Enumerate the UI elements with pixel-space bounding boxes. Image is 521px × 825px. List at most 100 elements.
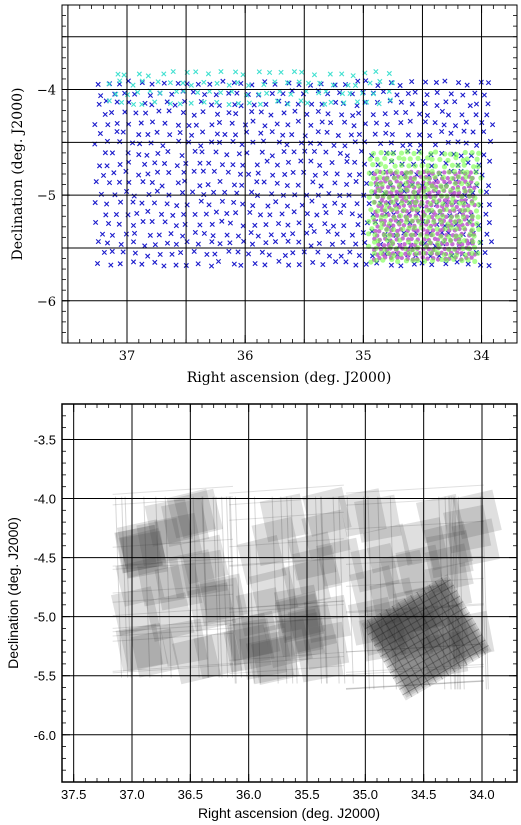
pointing-marker xyxy=(95,238,101,245)
pointing-marker xyxy=(149,218,155,225)
pointing-marker xyxy=(315,108,321,115)
pointing-marker xyxy=(467,219,473,225)
pointing-marker xyxy=(164,99,170,105)
pointing-marker xyxy=(469,200,475,206)
pointing-marker xyxy=(432,186,438,192)
pointing-marker xyxy=(255,233,261,239)
pointing-marker xyxy=(390,226,397,233)
pointing-marker xyxy=(438,183,444,189)
coverage-texture xyxy=(201,496,209,678)
pointing-marker xyxy=(169,251,175,257)
pointing-marker xyxy=(388,140,394,146)
pointing-marker xyxy=(342,143,348,149)
pointing-marker xyxy=(454,204,459,210)
coverage-tile xyxy=(273,584,322,634)
pointing-marker xyxy=(298,158,304,164)
pointing-marker xyxy=(403,175,410,181)
pointing-marker xyxy=(370,112,376,118)
pointing-marker xyxy=(314,212,320,218)
pointing-marker xyxy=(320,261,326,268)
pointing-marker xyxy=(355,222,361,228)
coverage-texture xyxy=(112,584,234,594)
pointing-marker xyxy=(186,122,192,129)
pointing-marker xyxy=(106,180,113,186)
pointing-marker xyxy=(410,206,416,212)
pointing-markers xyxy=(92,68,496,269)
pointing-marker xyxy=(427,225,433,231)
pointing-marker xyxy=(284,80,291,86)
pointing-marker xyxy=(487,138,494,144)
pointing-marker xyxy=(430,258,436,264)
pointing-marker xyxy=(266,252,272,258)
pointing-marker xyxy=(106,81,112,87)
pointing-marker xyxy=(374,208,381,214)
pointing-marker xyxy=(170,68,176,75)
pointing-marker xyxy=(434,214,441,220)
pointing-marker xyxy=(467,193,473,199)
pointing-marker xyxy=(390,199,396,205)
pointing-marker xyxy=(292,108,298,114)
pointing-marker xyxy=(232,102,238,108)
pointing-marker xyxy=(403,180,409,186)
pointing-marker xyxy=(191,168,197,174)
coverage-texture xyxy=(332,496,340,684)
coverage-tile xyxy=(223,624,272,673)
pointing-marker xyxy=(116,179,123,185)
pointing-marker xyxy=(371,250,377,256)
pointing-marker xyxy=(245,171,252,177)
pointing-marker xyxy=(296,239,302,245)
coverage-texture xyxy=(112,619,234,629)
coverage-texture xyxy=(112,593,234,603)
pointing-marker xyxy=(394,92,400,98)
coverage-tile xyxy=(196,577,245,626)
pointing-marker xyxy=(304,111,310,117)
coverage-tile xyxy=(379,549,429,600)
pointing-marker xyxy=(473,101,480,107)
pointing-marker xyxy=(156,108,162,114)
pointing-marker xyxy=(398,251,404,257)
pointing-marker xyxy=(472,90,478,96)
pointing-marker xyxy=(386,195,392,201)
pointing-marker xyxy=(172,102,178,108)
pointing-marker xyxy=(190,89,196,95)
coverage-texture xyxy=(345,680,484,690)
pointing-marker xyxy=(472,185,477,191)
pointing-marker xyxy=(332,259,339,265)
coverage-tile xyxy=(301,509,351,560)
pointing-marker xyxy=(319,119,325,125)
pointing-marker xyxy=(189,132,195,138)
pointing-marker xyxy=(363,261,369,267)
pointing-marker xyxy=(269,90,275,97)
pointing-marker xyxy=(117,261,123,267)
pointing-marker xyxy=(211,189,217,195)
pointing-marker xyxy=(472,258,478,264)
pointing-marker xyxy=(325,228,331,235)
pointing-marker xyxy=(390,151,396,157)
pointing-marker xyxy=(159,183,165,189)
pointing-marker xyxy=(227,220,234,226)
pointing-marker xyxy=(476,150,482,156)
pointing-marker xyxy=(395,258,401,265)
pointing-marker xyxy=(121,72,127,78)
pointing-marker xyxy=(333,99,339,105)
pointing-marker xyxy=(481,129,487,135)
pointing-marker xyxy=(152,242,158,248)
pointing-marker xyxy=(285,159,292,165)
pointing-marker xyxy=(392,163,398,169)
pointing-marker xyxy=(452,219,458,225)
coverage-tile xyxy=(424,543,474,594)
pointing-marker xyxy=(231,261,237,267)
pointing-marker xyxy=(390,186,396,192)
pointing-marker xyxy=(381,232,388,238)
pointing-marker xyxy=(290,250,296,256)
pointing-marker xyxy=(286,262,292,268)
pointing-marker xyxy=(370,175,377,181)
pointing-marker xyxy=(162,120,168,126)
x-tick-label: 36.0 xyxy=(236,787,261,802)
coverage-tile xyxy=(316,537,365,587)
pointing-marker xyxy=(378,161,384,167)
pointing-marker xyxy=(422,194,428,200)
coverage-texture xyxy=(320,496,328,684)
pointing-marker xyxy=(473,112,479,118)
pointing-marker xyxy=(299,202,305,208)
